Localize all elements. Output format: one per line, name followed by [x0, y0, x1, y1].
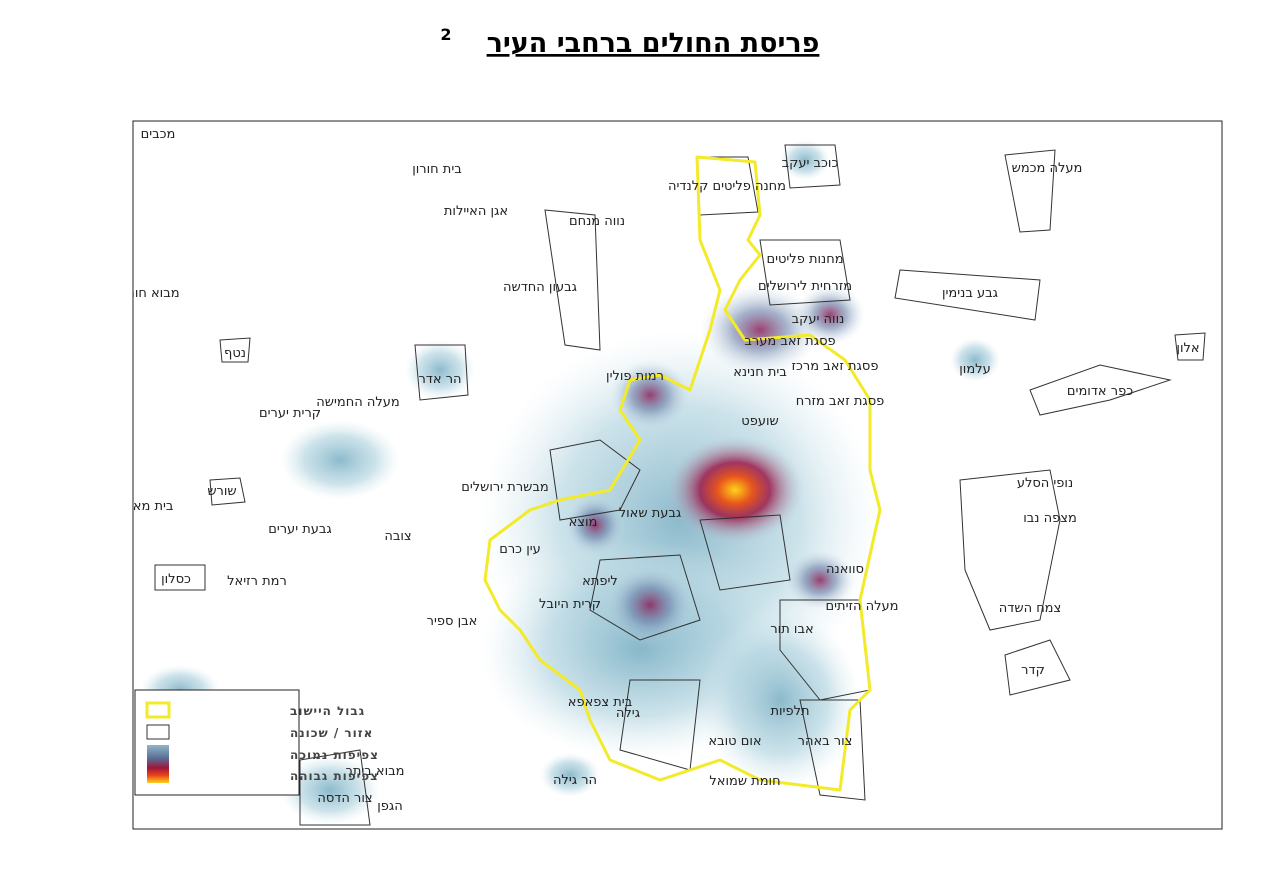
legend-label: אזור / שכונה [290, 726, 373, 740]
place-label: צור באהר [798, 734, 853, 749]
place-label: מעלה הזיתים [826, 599, 899, 614]
place-label: קרית יערים [259, 406, 321, 421]
place-label: סוואנה [826, 562, 864, 577]
place-label: פסגת זאב מזרח [796, 394, 885, 409]
place-label: מבוא ביתר [345, 764, 404, 779]
place-label: נווה מנחם [569, 214, 625, 229]
place-label: כסלון [161, 572, 191, 587]
place-label: הגפן [377, 799, 403, 814]
legend-label: צפיפות גבוהה [290, 769, 379, 783]
place-label: צור הדסה [317, 791, 372, 806]
place-label: חומת שמואל [709, 774, 780, 789]
place-label: נטף [224, 346, 246, 361]
place-label: כוכב יעקב [782, 156, 839, 171]
place-label: שורש [207, 484, 236, 499]
place-label: בית חורון [412, 162, 462, 177]
place-label: אום טובא [708, 734, 761, 749]
place-label: עין כרם [499, 542, 541, 557]
place-label: עלמון [959, 362, 990, 377]
city-boundary [483, 155, 882, 792]
place-label: נווה יעקב [792, 312, 845, 327]
place-label: אלון [1176, 341, 1199, 356]
place-label: בית מאיר [123, 499, 174, 514]
place-label: מחנה פליטים קלנדיה [668, 179, 786, 194]
place-label: מחנות פליטים [766, 252, 843, 267]
place-label: מעלה החמישה [316, 395, 399, 410]
legend: גבול היישוב אזור / שכונה צפיפות נמוכה צפ… [134, 689, 379, 796]
place-label: בית חנינא [733, 365, 787, 380]
map-area: מכבים בית חורון כוכב יעקב מחנה פליטים קלנדי… [120, 127, 1206, 826]
place-label: מכבים [141, 127, 176, 142]
legend-label: גבול היישוב [290, 704, 365, 718]
title: פריסת החולים ברחבי העיר [487, 28, 820, 59]
place-label: קדר [1021, 663, 1045, 678]
place-label: גילה [616, 706, 640, 721]
place-label: גבעת שאול [619, 506, 682, 521]
place-label: צמח השדה [999, 601, 1061, 616]
map-frame [132, 120, 1223, 830]
legend-label: צפיפות נמוכה [290, 748, 379, 762]
place-label: צובה [384, 529, 411, 544]
place-labels: מכבים בית חורון כוכב יעקב מחנה פליטים קלנדי… [120, 127, 1200, 814]
footnote-mark: 2 [440, 25, 451, 44]
place-label: קרית היובל [539, 597, 601, 612]
legend-boundary-swatch [145, 701, 171, 719]
place-label: גבעון החדשה [503, 280, 577, 295]
place-label: מעלה מכמש [1012, 161, 1083, 176]
place-label: גבע בנימין [942, 286, 998, 301]
place-label: רמת רזיאל [227, 574, 287, 589]
place-label: הר אדר [418, 372, 461, 387]
place-label: אגן האיילות [444, 204, 508, 219]
place-label: נופי הסלע [1017, 476, 1073, 491]
place-label: הר גילה [553, 773, 597, 788]
place-label: כפר אדומים [1067, 384, 1133, 399]
place-label: מצפה נבו [1023, 511, 1077, 526]
place-label: בית צפאפא [568, 695, 632, 710]
legend-area-swatch [146, 724, 170, 740]
place-label: פסגת זאב מרכז [792, 359, 879, 374]
place-label: תלפיות [770, 704, 809, 719]
place-label: מזרחית לירושלים [758, 279, 852, 294]
place-label: שועפט [741, 414, 778, 429]
place-label: פסגת זאב מערב [744, 334, 835, 349]
place-label: גבעת יערים [268, 522, 332, 537]
place-label: מבוא חורון [120, 286, 179, 301]
place-label: רמות פולין [606, 369, 664, 384]
place-label: אבן ספיר [427, 614, 478, 629]
place-label: מבשרת ירושלים [461, 480, 549, 495]
legend-density-swatch [147, 745, 169, 783]
place-label: מוצא [569, 515, 598, 530]
place-label: ליפתא [582, 574, 618, 589]
place-label: אבו תור [770, 622, 813, 637]
neighborhood-outlines [154, 144, 1206, 826]
density [140, 140, 1000, 825]
